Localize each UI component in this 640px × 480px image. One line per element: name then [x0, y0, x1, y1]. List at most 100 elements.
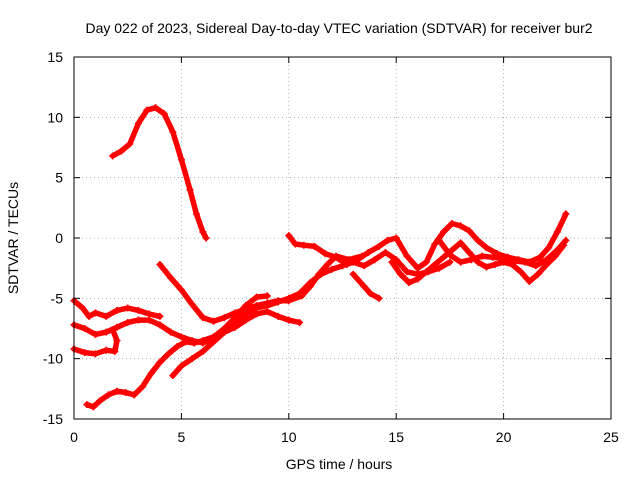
y-tick-label: 15 [47, 49, 63, 65]
data-point [465, 248, 473, 256]
data-point [414, 264, 422, 272]
data-point [190, 339, 198, 347]
data-point [102, 312, 110, 320]
data-point [274, 312, 282, 320]
data-point [104, 391, 112, 399]
data-point [366, 290, 374, 298]
data-point [446, 251, 454, 259]
chart-title: Day 022 of 2023, Sidereal Day-to-day VTE… [85, 20, 592, 36]
data-point [81, 325, 89, 332]
data-point [188, 300, 196, 308]
data-point [177, 286, 185, 294]
data-point [300, 241, 308, 249]
data-point [109, 326, 117, 334]
data-point [375, 294, 383, 302]
data-point [457, 258, 465, 266]
data-point [199, 314, 207, 322]
data-point [439, 253, 447, 261]
data-point [91, 331, 99, 339]
data-point [210, 338, 218, 346]
data-point [431, 261, 439, 269]
data-point [285, 294, 293, 302]
data-point [199, 347, 207, 355]
data-point [113, 323, 121, 331]
data-point [253, 304, 261, 312]
data-point [109, 152, 117, 160]
data-point [231, 317, 239, 325]
data-point [253, 310, 261, 318]
data-point [156, 261, 164, 269]
data-point [349, 270, 357, 278]
x-tick-label: 15 [388, 429, 404, 445]
data-point [291, 240, 299, 248]
data-point [392, 256, 400, 264]
data-point [169, 128, 177, 136]
data-point [403, 268, 411, 276]
y-tick-label: -5 [51, 290, 64, 306]
data-point [81, 349, 89, 357]
data-point [553, 228, 561, 236]
data-point [521, 258, 529, 266]
data-point [384, 236, 392, 244]
data-point [253, 293, 261, 301]
data-point [134, 119, 142, 127]
data-point [134, 316, 142, 324]
data-point [343, 261, 351, 269]
data-point [242, 310, 250, 318]
data-point [364, 248, 372, 256]
data-point [139, 382, 147, 390]
data-point [177, 362, 185, 370]
data-point [562, 236, 570, 244]
data-point [111, 347, 119, 355]
data-point [491, 261, 499, 269]
data-point [543, 256, 551, 264]
data-point [332, 253, 340, 261]
data-point [96, 397, 104, 405]
data-point [482, 263, 490, 271]
data-point [562, 210, 570, 218]
data-point [85, 312, 93, 320]
data-point [545, 244, 553, 252]
data-point [134, 306, 142, 314]
data-point [360, 282, 368, 290]
data-point [536, 253, 544, 261]
data-point [124, 304, 132, 312]
data-point [478, 252, 486, 260]
data-point [173, 343, 181, 351]
data-point [91, 350, 99, 358]
data-point [371, 256, 379, 264]
data-point [311, 242, 319, 250]
y-tick-label: 0 [55, 230, 63, 246]
y-tick-label: -15 [43, 411, 63, 427]
data-point [323, 261, 331, 269]
data-point [263, 302, 271, 310]
data-point [296, 318, 304, 326]
data-point [156, 321, 164, 329]
y-tick-label: 5 [55, 170, 63, 186]
data-point [467, 256, 475, 264]
data-point [482, 244, 490, 252]
data-point [435, 264, 443, 272]
data-point [156, 312, 164, 320]
data-point [525, 277, 533, 285]
data-point [431, 240, 439, 248]
x-axis-label: GPS time / hours [286, 456, 393, 472]
x-tick-label: 0 [70, 429, 78, 445]
data-point [113, 337, 121, 345]
data-point [156, 358, 164, 366]
data-point [405, 279, 413, 287]
data-point [91, 309, 99, 317]
data-point [117, 147, 125, 155]
data-point [403, 252, 411, 260]
series-line-arc-mid [170, 249, 453, 379]
data-point [439, 228, 447, 236]
data-point [143, 106, 151, 114]
data-point [446, 258, 454, 266]
data-point [489, 253, 497, 261]
data-point [306, 279, 314, 287]
series-layer [70, 104, 570, 411]
data-point [167, 328, 175, 336]
data-point [553, 246, 561, 254]
data-point [167, 274, 175, 282]
data-point [388, 258, 396, 266]
